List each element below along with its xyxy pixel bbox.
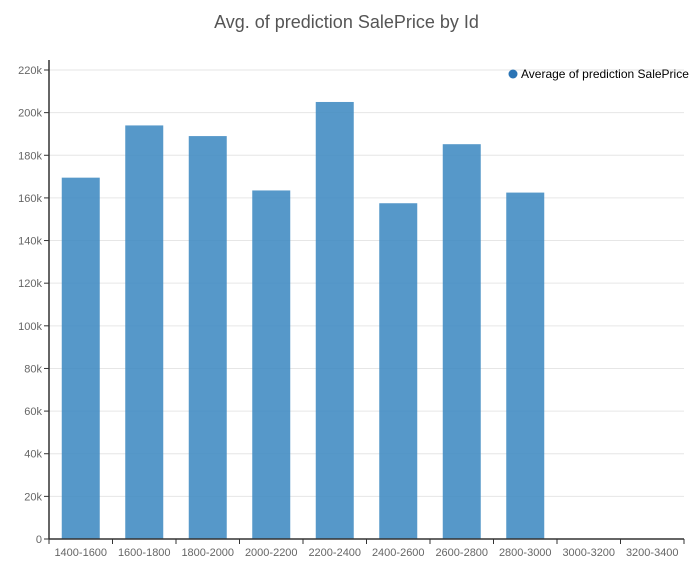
chart-title: Avg. of prediction SalePrice by Id [214, 12, 479, 32]
x-tick-label: 1600-1800 [118, 547, 171, 559]
x-tick-label: 1800-2000 [181, 547, 234, 559]
x-tick-label: 3200-3400 [626, 547, 679, 559]
legend-label: Average of prediction SalePrice [521, 67, 689, 81]
bar [442, 144, 481, 540]
axes [44, 60, 685, 544]
bar [379, 203, 418, 539]
y-tick-label: 180k [18, 150, 42, 162]
y-tick-label: 100k [18, 321, 42, 333]
y-tick-label: 0 [36, 534, 42, 546]
bar [315, 101, 354, 540]
bar-series [61, 101, 545, 540]
bar [188, 136, 227, 539]
y-tick-label: 140k [18, 236, 42, 248]
y-tick-label: 80k [24, 363, 42, 375]
y-tick-label: 200k [18, 108, 42, 120]
legend-marker [508, 69, 518, 79]
x-tick-label: 3000-3200 [562, 547, 615, 559]
bar [125, 125, 164, 539]
legend: Average of prediction SalePrice [508, 67, 689, 81]
x-tick-label: 1400-1600 [54, 547, 107, 559]
x-tick-label: 2600-2800 [435, 547, 488, 559]
x-tick-label: 2200-2400 [308, 547, 361, 559]
y-tick-label: 20k [24, 491, 42, 503]
y-tick-label: 40k [24, 449, 42, 461]
y-tick-label: 220k [18, 65, 42, 77]
bar [506, 192, 545, 540]
x-tick-label: 2400-2600 [372, 547, 425, 559]
tick-labels: 0 20k 40k 60k 80k 100k 120k 140k 160k 180k 200k 220… [18, 65, 678, 559]
x-tick-label: 2000-2200 [245, 547, 298, 559]
y-tick-label: 160k [18, 193, 42, 205]
bar [61, 177, 100, 540]
x-tick-label: 2800-3000 [499, 547, 552, 559]
y-tick-label: 60k [24, 406, 42, 418]
bar [252, 190, 291, 539]
y-tick-label: 120k [18, 278, 42, 290]
